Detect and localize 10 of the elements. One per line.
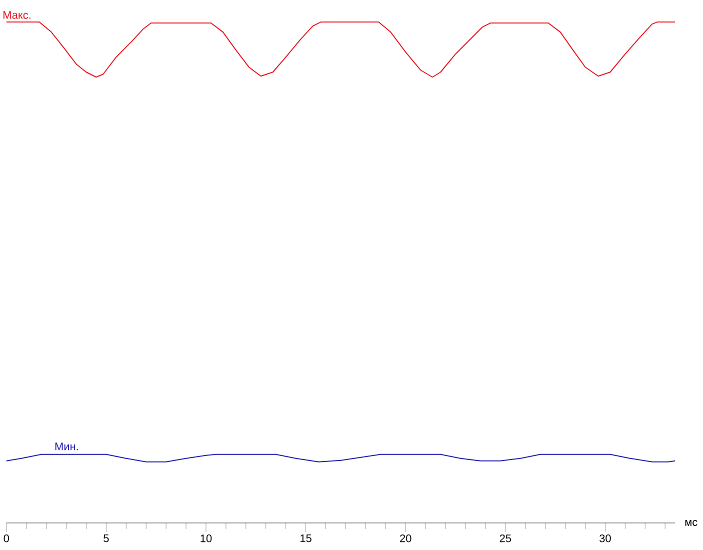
series-label: Мин. bbox=[55, 442, 78, 450]
series-label: Макс. bbox=[3, 11, 30, 19]
x-axis-title: мс bbox=[685, 520, 698, 526]
x-tick-label: 20 bbox=[400, 534, 412, 542]
x-tick-label: 10 bbox=[200, 534, 212, 542]
x-tick-label: 30 bbox=[600, 534, 611, 542]
x-tick-label: 0 bbox=[4, 534, 10, 542]
x-tick-label: 5 bbox=[104, 534, 109, 542]
x-tick-label: 25 bbox=[500, 534, 512, 542]
x-tick-label: 15 bbox=[300, 534, 312, 542]
